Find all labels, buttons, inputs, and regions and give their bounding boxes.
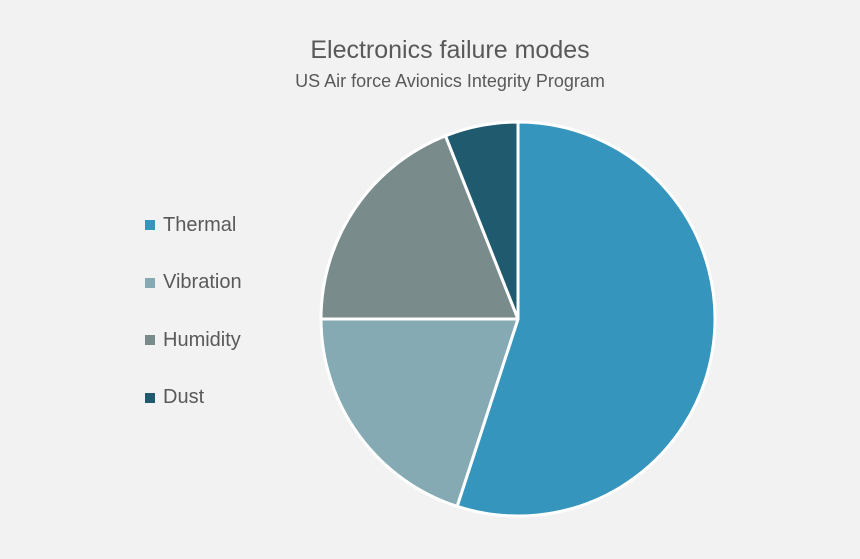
legend-label-dust: Dust — [163, 386, 205, 408]
legend-item-dust: Dust — [145, 384, 242, 412]
legend-label-humidity: Humidity — [163, 328, 241, 351]
pie-slice-vibration — [319, 317, 520, 508]
chart-title: Electronics failure modes — [310, 36, 590, 64]
legend-item-thermal: Thermal — [145, 211, 242, 239]
legend-label-vibration: Vibration — [163, 271, 242, 293]
legend-item-vibration: Vibration — [145, 269, 242, 297]
legend-swatch-dust — [145, 392, 155, 403]
pie-slice-dust — [443, 120, 520, 321]
legend-swatch-humidity — [145, 335, 155, 345]
legend-swatch-vibration — [145, 277, 155, 288]
legend-swatch-thermal — [145, 220, 155, 230]
pie-slice-thermal — [455, 120, 717, 518]
legend-label-thermal: Thermal — [163, 213, 237, 236]
pie-slice-humidity — [319, 134, 520, 321]
legend: Thermal Vibration Humidity Dust — [145, 211, 242, 441]
legend-item-humidity: Humidity — [145, 326, 242, 354]
chart-subtitle: US Air force Avionics Integrity Program — [295, 71, 605, 91]
